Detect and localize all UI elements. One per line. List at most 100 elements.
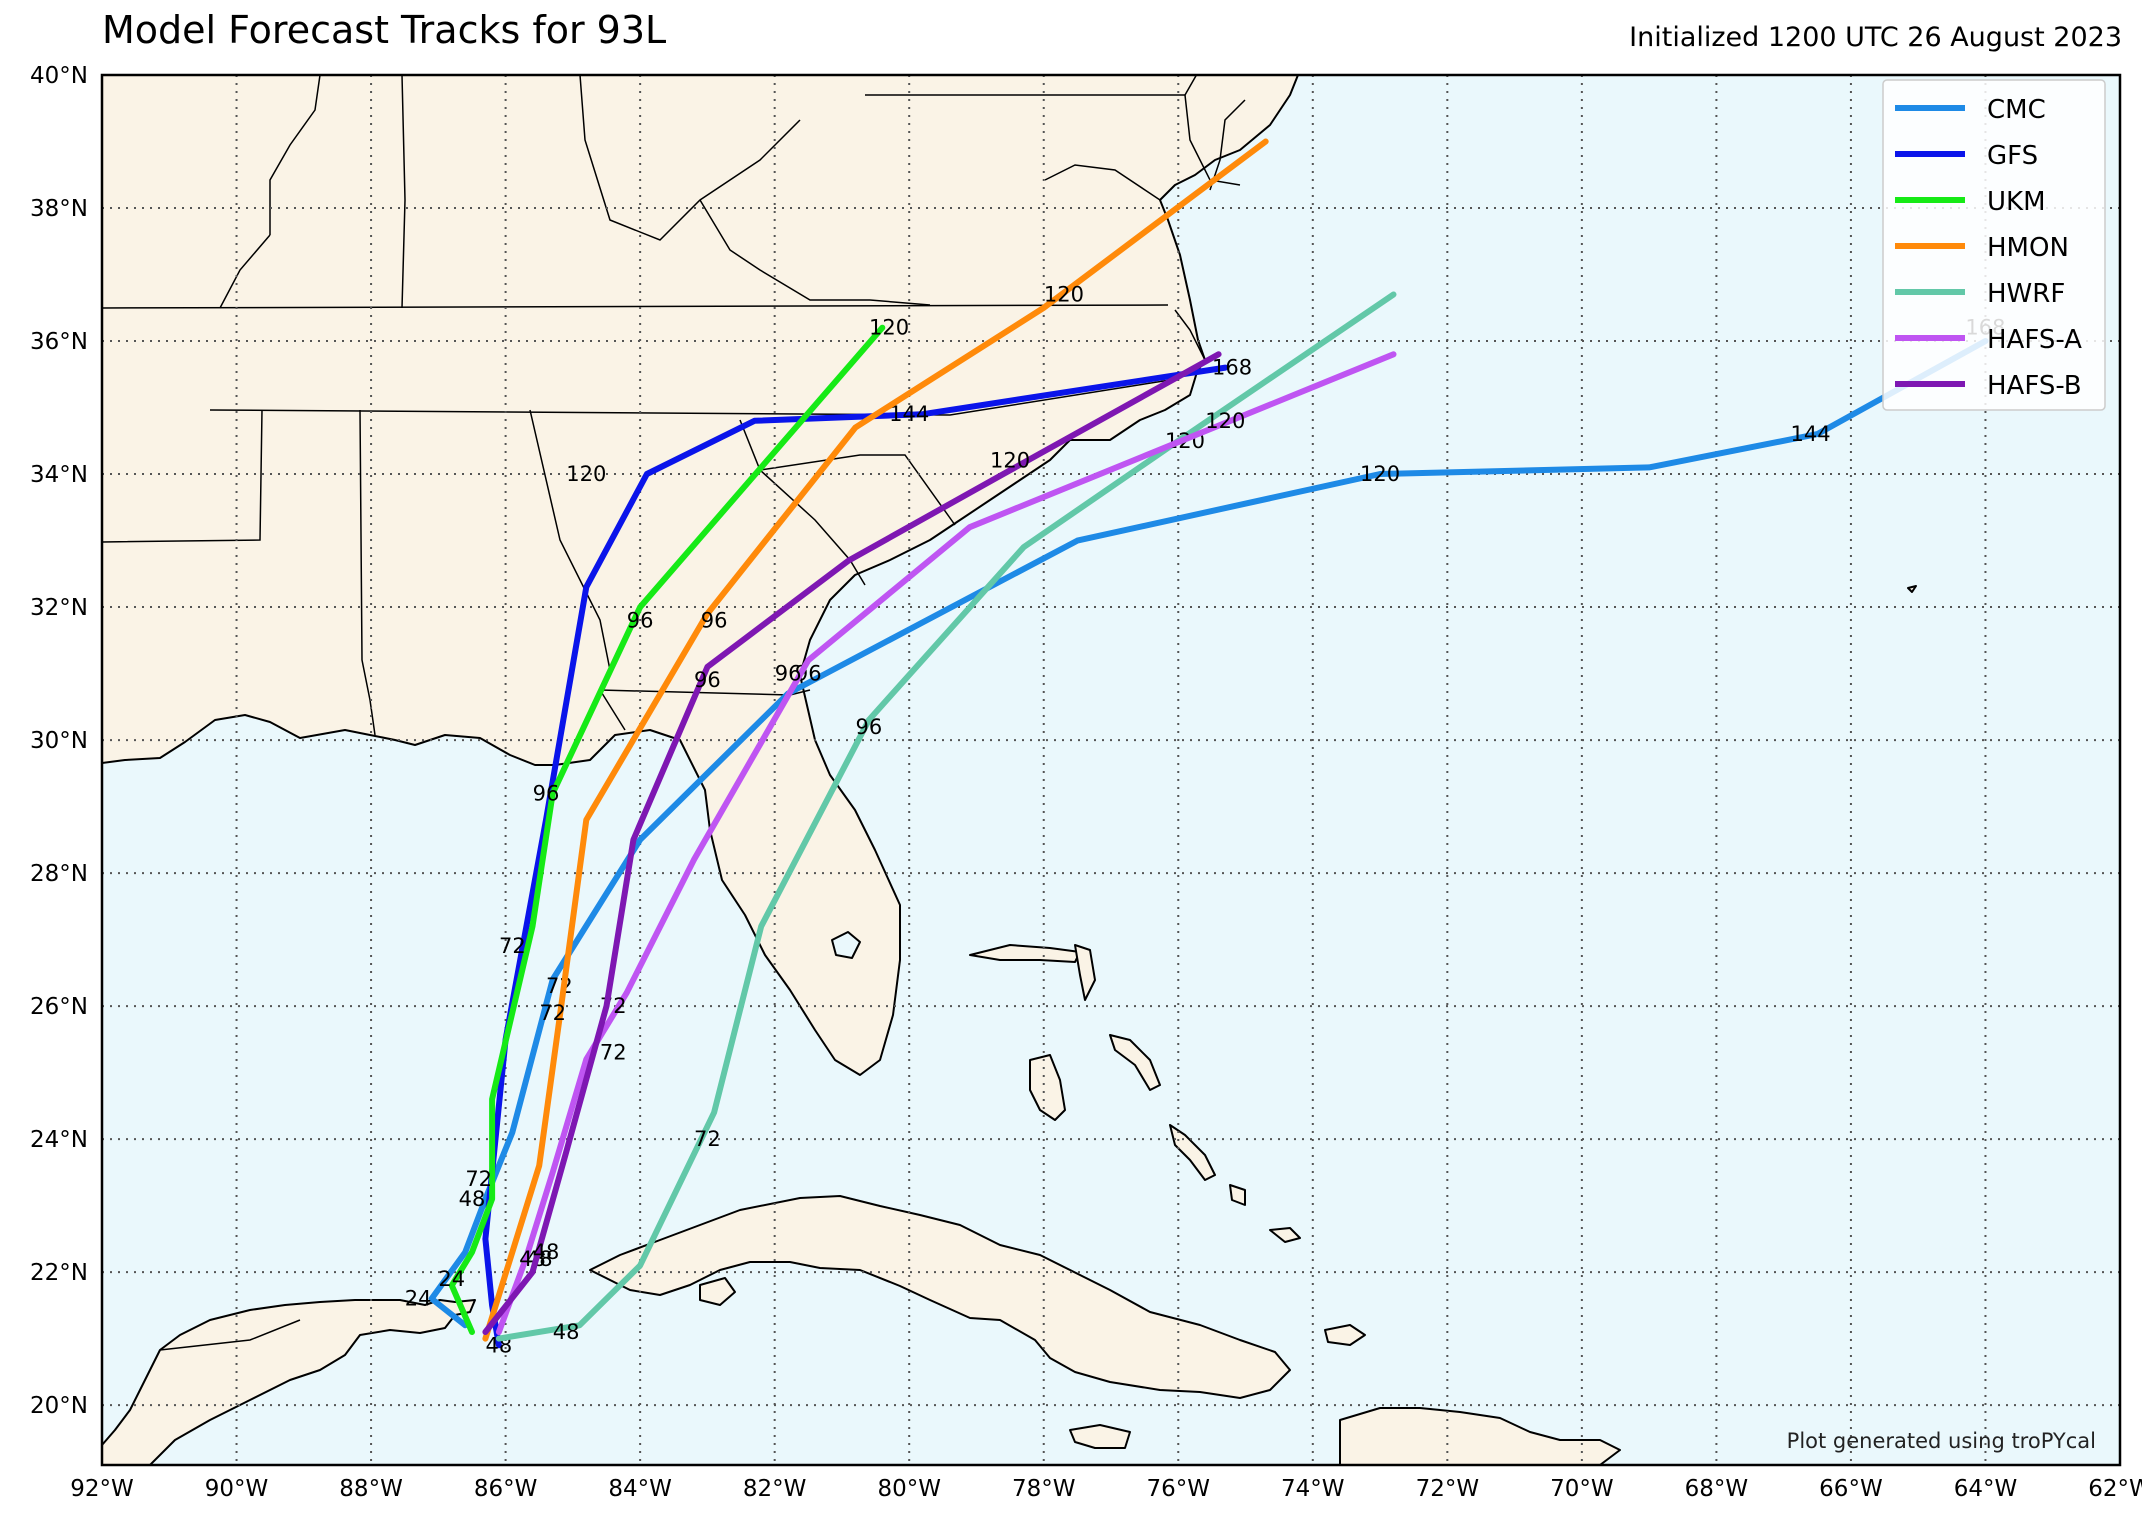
track-hour-label-hafs-b: 72 [600,1041,627,1065]
legend-label: HAFS-B [1987,371,2082,401]
track-hour-label-ukm: 72 [499,934,526,958]
track-hour-label-ukm: 96 [627,608,654,632]
track-hour-label-hafs-b: 120 [990,449,1030,473]
state-border [529,409,626,731]
chart-title: Model Forecast Tracks for 93L [102,8,667,52]
lat-tick-label: 38°N [30,196,88,222]
state-border [401,75,406,309]
state-border [209,379,1171,416]
track-hmon [482,138,1269,1342]
state-border [1044,164,1161,201]
lon-tick-label: 72°W [1416,1476,1480,1502]
track-hour-label-cmc: 120 [1360,462,1400,486]
lat-tick-label: 40°N [30,63,88,89]
isla-juventud [699,1277,736,1306]
lat-tick-label: 32°N [30,595,88,621]
lon-tick-label: 80°W [877,1476,941,1502]
track-hour-label-ukm: 120 [869,316,909,340]
legend-box [1882,79,2106,411]
track-hour-label-gfs: 144 [889,402,929,426]
track-hour-label-hwrf: 48 [553,1320,580,1344]
track-ukm [448,324,886,1335]
state-border [759,454,956,526]
track-hour-label-hafs-b: 48 [533,1240,560,1264]
state-border [269,75,321,235]
state-border [1184,75,1198,96]
bahamas-inagua [1324,1324,1366,1346]
cuba [589,1195,1291,1399]
credit-text: Plot generated using troPYcal [1787,1429,2096,1453]
state-border [359,409,376,736]
track-hour-label-hmon: 72 [539,1001,566,1025]
track-hour-label-ukm: 24 [438,1267,465,1291]
track-hafs-a [495,351,1397,1335]
lon-tick-label: 70°W [1550,1476,1614,1502]
state-border [102,304,1169,309]
lon-tick-label: 62°W [2088,1476,2142,1502]
jamaica [1069,1424,1131,1449]
track-hour-label-hmon: 120 [1044,282,1084,306]
lat-tick-label: 20°N [30,1393,88,1419]
legend-label: CMC [1987,95,2046,125]
track-hour-label-hwrf: 96 [855,715,882,739]
lon-tick-label: 82°W [743,1476,807,1502]
lat-tick-label: 30°N [30,728,88,754]
lon-tick-label: 66°W [1819,1476,1883,1502]
legend-label: HWRF [1987,279,2065,309]
lon-tick-label: 86°W [474,1476,538,1502]
state-border [865,94,1241,186]
lat-tick-label: 26°N [30,994,88,1020]
track-hour-label-hmon: 96 [701,608,728,632]
hispaniola [1339,1407,1621,1465]
legend-label: HMON [1987,233,2069,263]
bahamas-small-1 [1269,1227,1301,1243]
state-border [102,409,263,543]
track-hour-label-hafs-a: 96 [775,662,802,686]
state-border [739,419,866,586]
bahamas-abaco [1074,944,1096,1001]
state-border [699,199,931,306]
state-border [579,75,801,241]
track-hour-label-gfs: 120 [566,462,606,486]
track-hour-label-gfs: 168 [1212,356,1252,380]
track-hour-label-hafs-a: 120 [1205,409,1245,433]
lat-tick-label: 22°N [30,1260,88,1286]
track-hour-label-cmc: 24 [405,1287,432,1311]
track-cmc [428,338,1989,1329]
lon-tick-label: 78°W [1012,1476,1076,1502]
lat-tick-label: 28°N [30,861,88,887]
lon-tick-label: 92°W [70,1476,134,1502]
lat-tick-label: 24°N [30,1127,88,1153]
lon-tick-label: 68°W [1685,1476,1749,1502]
track-hwrf [495,291,1397,1342]
track-hour-label-cmc: 144 [1791,422,1831,446]
track-hour-label-cmc: 72 [546,974,573,998]
lat-tick-label: 36°N [30,329,88,355]
lon-tick-label: 84°W [608,1476,672,1502]
track-hour-label-hafs-b: 96 [694,668,721,692]
state-border [219,234,271,309]
legend: CMC GFS UKM HMON HWRF HAFS-A HAFS-B [1882,79,2106,411]
lat-tick-label: 34°N [30,462,88,488]
track-hour-label-cmc: 48 [459,1187,486,1211]
legend-label: GFS [1987,141,2038,171]
track-hour-label-ukm: 96 [533,781,560,805]
lake-okeechobee [831,931,861,959]
track-hour-label-hwrf: 72 [694,1127,721,1151]
lon-tick-label: 64°W [1954,1476,2018,1502]
bahamas-small-2 [1229,1184,1246,1206]
legend-label: HAFS-A [1987,325,2082,355]
init-time: Initialized 1200 UTC 26 August 2023 [1629,22,2122,53]
bahamas-andros [1029,1054,1066,1121]
bermuda [1907,585,1917,593]
map-frame [100,73,2122,1467]
yucatan [102,1299,476,1465]
track-hafs-b [482,351,1222,1335]
state-border [1174,309,1206,361]
lon-tick-label: 88°W [339,1476,403,1502]
us-mainland [102,75,1299,1076]
legend-label: UKM [1987,187,2046,217]
state-border [1209,99,1246,191]
bahamas-eleuthera [1109,1034,1161,1091]
